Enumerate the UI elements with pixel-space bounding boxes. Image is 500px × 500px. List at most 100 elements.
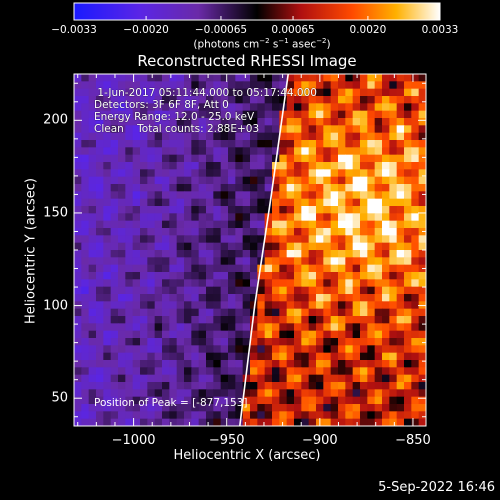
heatmap-cell	[235, 301, 244, 310]
heatmap-cell	[418, 360, 426, 368]
heatmap-cell	[330, 110, 339, 119]
heatmap-cell	[345, 103, 354, 112]
heatmap-cell	[88, 118, 97, 126]
heatmap-cell	[118, 88, 126, 97]
heatmap-cell	[198, 389, 207, 398]
heatmap-cell	[110, 191, 119, 200]
heatmap-cell	[374, 294, 383, 302]
heatmap-cell	[228, 140, 236, 148]
heatmap-cell	[279, 316, 288, 324]
heatmap-cell	[206, 316, 214, 324]
heatmap-cell	[250, 352, 258, 361]
heatmap-cell	[316, 308, 324, 317]
heatmap-cell	[147, 213, 156, 222]
heatmap-cell	[191, 147, 200, 156]
heatmap-cell	[242, 169, 251, 178]
heatmap-cell	[286, 338, 295, 346]
heatmap-cell	[323, 184, 332, 192]
heatmap-cell	[367, 228, 376, 236]
heatmap-cell	[88, 242, 97, 251]
heatmap-cell	[323, 250, 332, 258]
heatmap-cell	[323, 330, 332, 339]
heatmap-cell	[110, 242, 119, 251]
heatmap-cell	[345, 74, 354, 82]
heatmap-cell	[206, 103, 214, 112]
heatmap-cell	[220, 389, 229, 398]
heatmap-cell	[191, 242, 200, 251]
heatmap-cell	[198, 110, 207, 119]
heatmap-cell	[103, 103, 112, 112]
heatmap-cell	[264, 176, 273, 185]
heatmap-cell	[228, 374, 236, 383]
heatmap-cell	[213, 382, 222, 390]
heatmap-cell	[191, 88, 200, 97]
heatmap-cell	[396, 228, 405, 236]
heatmap-cell	[147, 279, 156, 288]
heatmap-cell	[184, 88, 192, 97]
heatmap-cell	[294, 206, 302, 214]
heatmap-cell	[184, 345, 192, 354]
heatmap-cell	[404, 198, 412, 207]
heatmap-cell	[374, 250, 383, 258]
heatmap-cell	[118, 140, 126, 148]
heatmap-cell	[110, 213, 119, 222]
heatmap-cell	[294, 228, 302, 236]
heatmap-cell	[191, 213, 200, 222]
heatmap-cell	[110, 96, 119, 104]
heatmap-cell	[374, 162, 383, 170]
heatmap-cell	[103, 220, 112, 229]
heatmap-cell	[110, 301, 119, 310]
heatmap-cell	[198, 96, 207, 104]
heatmap-cell	[250, 169, 258, 178]
heatmap-cell	[118, 264, 126, 273]
heatmap-cell	[404, 206, 412, 214]
heatmap-cell	[125, 389, 134, 398]
heatmap-cell	[103, 308, 112, 317]
heatmap-cell	[154, 213, 163, 222]
heatmap-cell	[235, 191, 244, 200]
heatmap-cell	[169, 264, 178, 273]
heatmap-cell	[382, 418, 390, 426]
heatmap-cell	[360, 96, 368, 104]
heatmap-cell	[110, 88, 119, 97]
heatmap-cell	[191, 169, 200, 178]
heatmap-cell	[360, 132, 368, 141]
heatmap-cell	[272, 338, 280, 346]
colorbar-tick-label: −0.00065	[194, 24, 248, 36]
heatmap-cell	[352, 404, 361, 412]
heatmap-cell	[345, 286, 354, 295]
heatmap-cell	[242, 404, 251, 412]
heatmap-cell	[294, 279, 302, 288]
heatmap-cell	[323, 396, 332, 405]
heatmap-cell	[323, 132, 332, 141]
heatmap-cell	[74, 316, 82, 324]
heatmap-cell	[367, 345, 376, 354]
heatmap-cell	[242, 147, 251, 156]
heatmap-cell	[198, 169, 207, 178]
heatmap-cell	[132, 206, 141, 214]
heatmap-cell	[228, 110, 236, 119]
heatmap-cell	[396, 81, 405, 90]
heatmap-cell	[191, 272, 200, 280]
heatmap-cell	[257, 110, 266, 119]
heatmap-cell	[396, 191, 405, 200]
heatmap-cell	[352, 184, 361, 192]
heatmap-cell	[213, 184, 222, 192]
colorbar-ticks	[73, 16, 441, 20]
heatmap-cell	[74, 294, 82, 302]
heatmap-cell	[323, 264, 332, 273]
heatmap-cell	[213, 352, 222, 361]
heatmap-cell	[330, 154, 339, 163]
heatmap-cell	[125, 330, 134, 339]
heatmap-cell	[418, 220, 426, 229]
heatmap-cell	[213, 323, 222, 332]
heatmap-cell	[220, 147, 229, 156]
heatmap-cell	[338, 154, 346, 163]
heatmap-cell	[81, 213, 90, 222]
heatmap-cell	[264, 264, 273, 273]
heatmap-cell	[352, 264, 361, 273]
heatmap-cell	[345, 118, 354, 126]
heatmap-cell	[220, 169, 229, 178]
heatmap-cell	[264, 110, 273, 119]
